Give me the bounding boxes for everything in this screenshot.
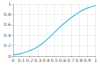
svg-text:0.2: 0.2 xyxy=(4,43,11,48)
svg-text:0.8: 0.8 xyxy=(4,12,11,17)
svg-text:0: 0 xyxy=(12,58,15,63)
svg-text:0.3: 0.3 xyxy=(34,58,41,63)
svg-text:0.8: 0.8 xyxy=(75,58,82,63)
svg-text:0.2: 0.2 xyxy=(26,58,33,63)
svg-text:0.5: 0.5 xyxy=(51,58,58,63)
svg-text:1: 1 xyxy=(94,58,97,63)
svg-text:0.4: 0.4 xyxy=(42,58,49,63)
svg-text:0.1: 0.1 xyxy=(18,58,25,63)
svg-text:0: 0 xyxy=(8,53,11,59)
svg-text:0.4: 0.4 xyxy=(4,33,11,38)
svg-text:0.7: 0.7 xyxy=(67,58,74,63)
svg-text:0.6: 0.6 xyxy=(59,58,66,63)
svg-text:1: 1 xyxy=(8,2,11,7)
svg-text:0.6: 0.6 xyxy=(4,22,11,27)
svg-text:0.9: 0.9 xyxy=(84,58,91,63)
